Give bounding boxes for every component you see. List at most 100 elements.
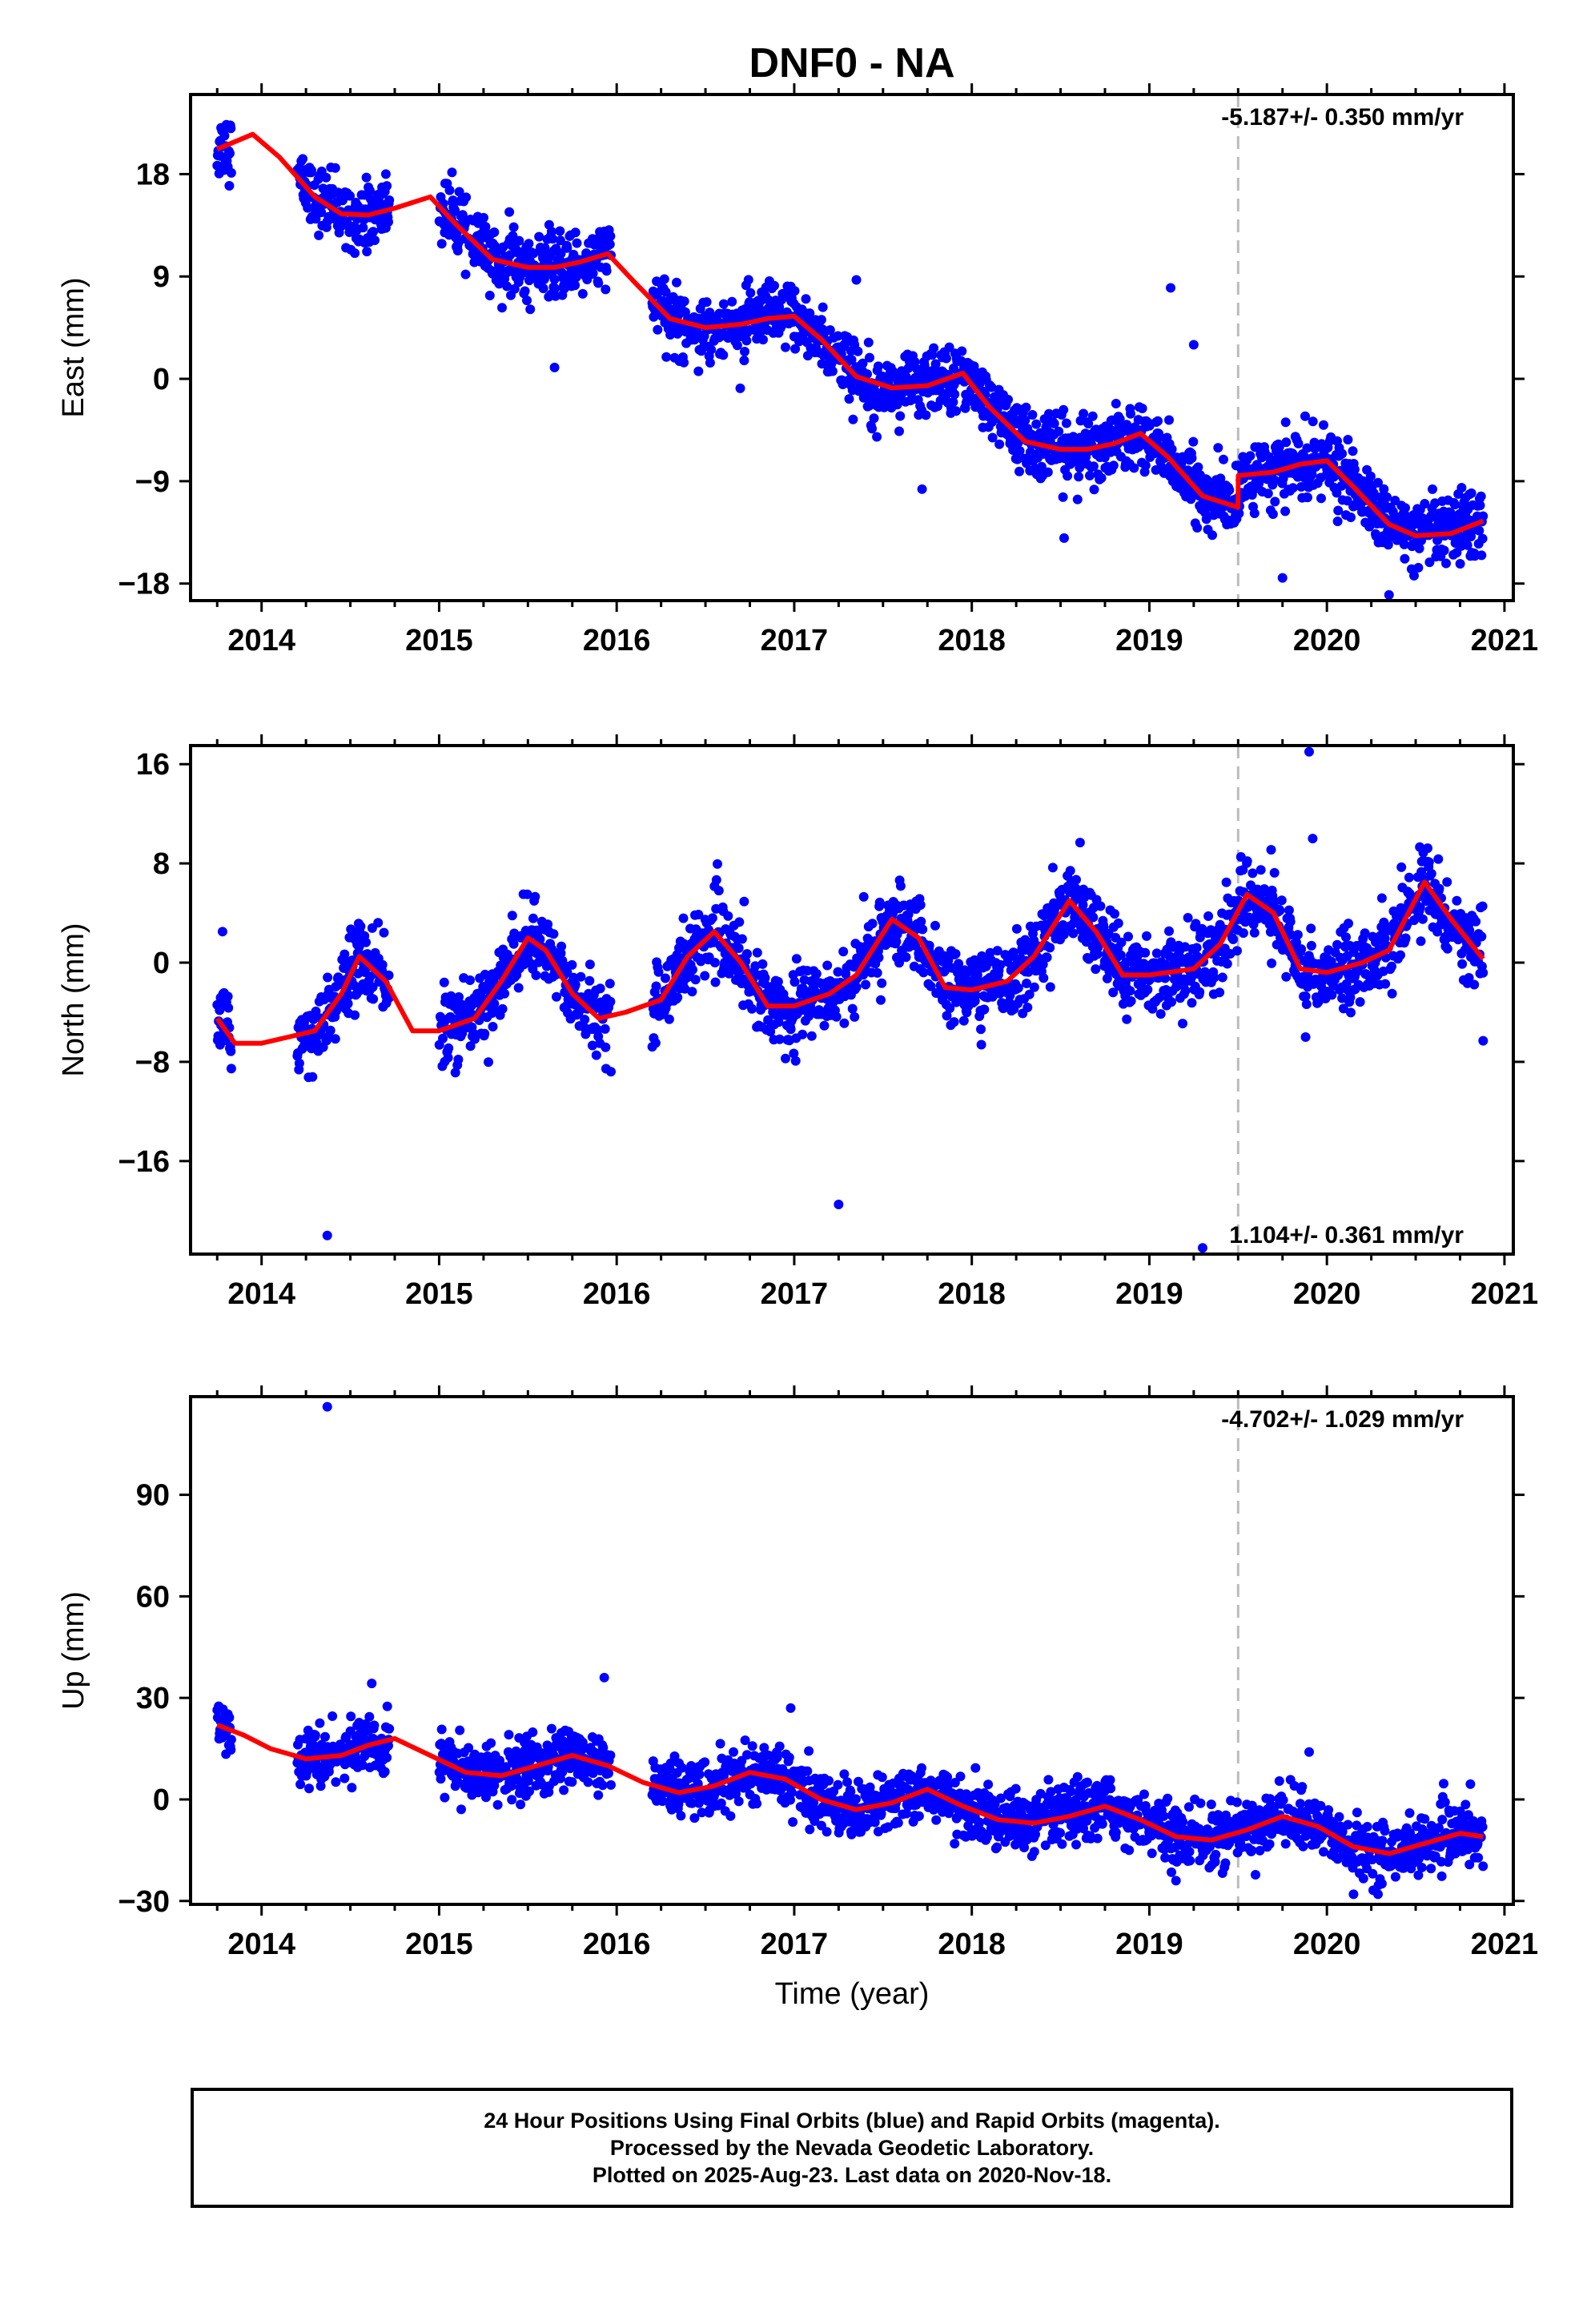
data-point <box>673 951 684 962</box>
data-point <box>350 248 360 259</box>
data-point <box>693 910 704 919</box>
data-point <box>534 231 544 242</box>
data-point <box>1338 1003 1348 1014</box>
data-point <box>453 1777 464 1787</box>
data-point <box>1462 540 1472 550</box>
outlier-point <box>917 484 927 494</box>
data-point <box>1476 550 1487 561</box>
data-point <box>798 1029 808 1039</box>
data-point <box>1332 517 1343 526</box>
data-point <box>1404 872 1414 883</box>
data-point <box>1412 518 1421 529</box>
data-point <box>1192 523 1203 533</box>
data-point <box>552 991 561 1002</box>
data-point <box>438 1033 448 1043</box>
data-point <box>1280 417 1291 428</box>
data-point <box>861 979 871 990</box>
data-point <box>1039 973 1049 983</box>
data-point <box>1142 931 1151 941</box>
data-point <box>500 1762 511 1772</box>
data-point <box>661 352 672 362</box>
data-point <box>484 291 495 300</box>
data-point <box>1292 937 1301 947</box>
data-point <box>361 172 372 183</box>
data-point <box>1014 466 1024 476</box>
data-point <box>1049 418 1059 428</box>
data-point <box>567 959 577 970</box>
data-point <box>508 222 519 232</box>
data-point <box>729 1747 738 1757</box>
data-point <box>752 947 762 958</box>
data-point <box>1281 437 1292 448</box>
data-point <box>680 983 690 994</box>
data-point <box>739 896 749 907</box>
data-point <box>460 269 471 279</box>
data-point <box>1296 944 1307 955</box>
data-point <box>769 280 779 291</box>
data-point <box>1476 491 1486 501</box>
data-point <box>453 1055 464 1064</box>
data-point <box>1441 558 1451 569</box>
data-point <box>520 286 530 296</box>
data-point <box>958 1015 969 1026</box>
data-point <box>1122 1014 1132 1024</box>
data-point <box>1153 416 1163 426</box>
data-point <box>315 1781 326 1791</box>
data-point <box>604 1768 613 1779</box>
outlier-point <box>380 169 391 179</box>
data-point <box>690 975 701 985</box>
data-point <box>368 982 378 992</box>
north-panel: 2014 2015 2016 2017 2018 2019 2020 20211680−8−1… <box>57 734 1538 1311</box>
data-point <box>350 1010 360 1020</box>
data-point <box>486 1738 496 1748</box>
data-point <box>942 1011 952 1021</box>
data-point <box>653 324 663 335</box>
data-point <box>1288 448 1298 459</box>
data-point <box>514 235 524 246</box>
data-point <box>806 1003 816 1014</box>
x-tick-label: 2018 <box>938 624 1006 657</box>
plot-frame <box>189 744 1515 1256</box>
data-point <box>546 1723 556 1734</box>
data-point <box>507 911 517 921</box>
data-point <box>497 303 507 313</box>
data-point <box>992 946 1002 956</box>
data-point <box>1300 991 1311 1002</box>
data-point <box>1013 983 1023 993</box>
data-point <box>747 1003 757 1014</box>
data-point <box>1003 395 1013 404</box>
data-point <box>895 411 906 421</box>
data-point <box>570 979 581 990</box>
data-point <box>576 971 586 982</box>
data-point <box>1047 862 1058 873</box>
data-point <box>583 1777 593 1787</box>
data-point <box>781 342 790 352</box>
data-point <box>226 123 236 134</box>
data-point <box>1426 512 1436 522</box>
data-point <box>331 1777 341 1787</box>
x-tick-label: 2014 <box>227 1277 295 1311</box>
data-point <box>484 1057 493 1068</box>
data-point <box>759 1743 769 1753</box>
data-point <box>461 192 472 203</box>
data-point <box>716 1798 726 1808</box>
x-tick-label: 2019 <box>1115 1277 1183 1311</box>
data-point <box>1036 461 1047 472</box>
data-point <box>479 212 488 223</box>
data-point <box>1319 420 1328 430</box>
data-point <box>464 1743 474 1753</box>
data-point <box>593 1790 604 1800</box>
data-point <box>727 296 737 307</box>
data-point <box>1050 903 1060 912</box>
data-point <box>562 243 573 253</box>
data-point <box>1043 467 1053 477</box>
data-point <box>1383 540 1393 550</box>
data-point <box>901 952 911 963</box>
data-point <box>1072 494 1083 505</box>
data-point <box>1380 979 1391 989</box>
data-point <box>522 296 532 306</box>
data-point <box>1178 1019 1187 1029</box>
data-point <box>1238 928 1248 939</box>
data-point <box>1217 972 1227 983</box>
data-point <box>1029 982 1039 992</box>
